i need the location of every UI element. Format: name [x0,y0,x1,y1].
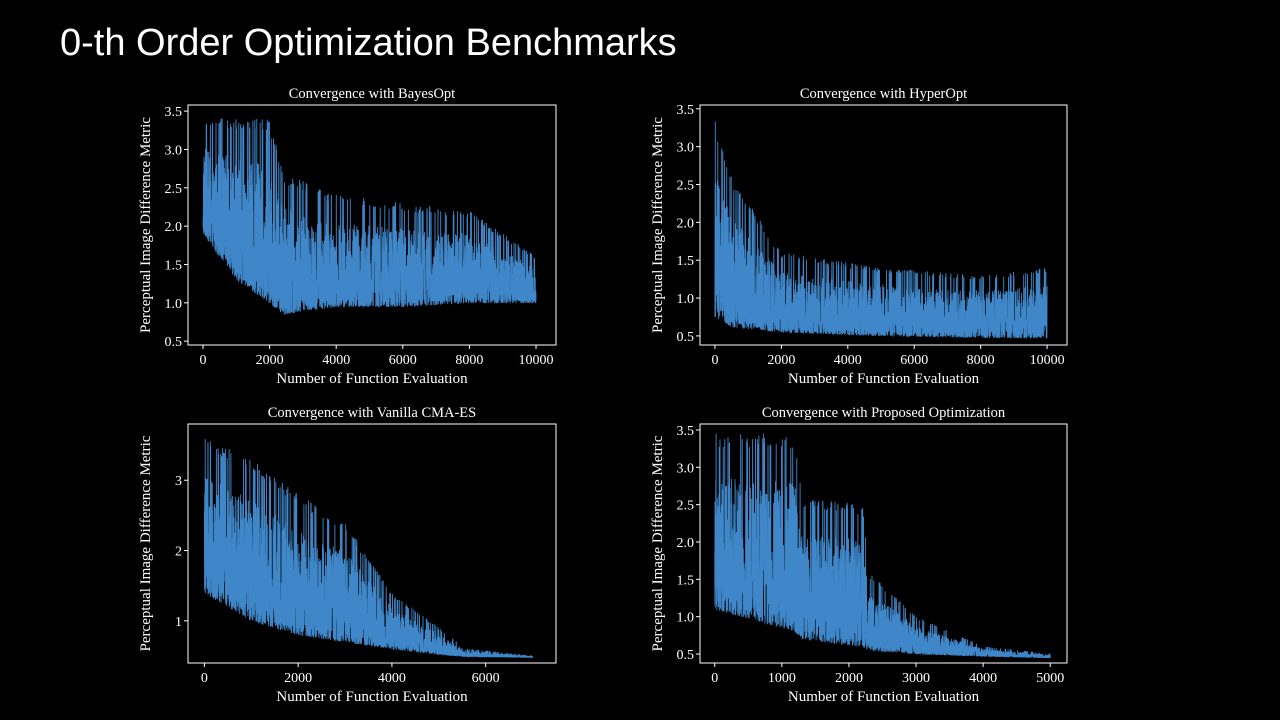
y-tick-label: 3.0 [677,141,695,156]
series-line [202,118,537,315]
y-axis-label: Perceptual Image Difference Metric [650,117,666,333]
y-tick-label: 0.5 [677,648,695,663]
chart-panel-3: 0 2000 4000 6000 1 2 3 Convergence with Vanilla… [138,405,557,705]
x-tick-label: 2000 [767,353,795,368]
x-tick-label: 6000 [472,671,500,686]
y-tick-label: 1.5 [677,573,695,588]
x-tick-label: 2000 [284,671,312,686]
x-tick-label: 5000 [1036,671,1064,686]
y-tick-label: 2.5 [677,499,695,514]
x-tick-label: 4000 [834,353,862,368]
y-tick-label: 3.5 [677,424,695,439]
x-tick-label: 0 [199,353,206,368]
y-tick-label: 1.5 [677,254,695,269]
x-tick-label: 4000 [322,353,350,368]
axes-frame [187,423,557,664]
axes-frame [699,104,1068,346]
x-tick-label: 8000 [455,353,483,368]
x-tick-label: 2000 [256,353,284,368]
x-tick-label: 4000 [378,671,406,686]
y-tick-label: 3 [175,474,182,489]
axes-frame [187,104,557,346]
y-tick-label: 3.5 [677,103,695,118]
x-tick-label: 0 [201,671,208,686]
y-tick-label: 2.0 [677,536,695,551]
y-tick-label: 2.5 [165,182,183,197]
chart-panel-4: 0 1000 2000 3000 4000 5000 0.5 1.0 1.5 2.0 2.5 3.0 3… [650,405,1068,705]
slide-title: 0-th Order Optimization Benchmarks [60,22,677,64]
series-line [714,121,1048,339]
y-tick-label: 0.5 [677,330,695,345]
y-tick-label: 3.5 [165,105,183,120]
x-tick-label: 3000 [902,671,930,686]
y-tick-label: 2.0 [677,216,695,231]
x-tick-label: 10000 [1030,353,1065,368]
y-tick-label: 1.0 [677,611,695,626]
chart-title: Convergence with Proposed Optimization [762,405,1006,421]
y-axis-label: Perceptual Image Difference Metric [138,117,154,333]
chart-title: Convergence with Vanilla CMA-ES [268,405,476,421]
y-tick-label: 1.0 [677,292,695,307]
axes-frame [699,423,1068,664]
y-axis-label: Perceptual Image Difference Metric [138,435,154,651]
x-axis-label: Number of Function Evaluation [276,689,468,705]
chart-title: Convergence with HyperOpt [800,86,967,102]
series-line [203,439,534,658]
x-tick-label: 10000 [519,353,554,368]
y-tick-label: 2 [175,545,182,560]
y-tick-label: 1.5 [165,258,183,273]
y-tick-label: 3.0 [677,461,695,476]
y-tick-label: 1 [175,615,182,630]
x-tick-label: 4000 [969,671,997,686]
x-tick-label: 1000 [768,671,796,686]
chart-panel-1: 0 2000 4000 6000 8000 10000 0.5 1.0 1.5 2.0 2.5 3.0… [138,86,557,387]
y-tick-label: 1.0 [165,297,183,312]
x-tick-label: 6000 [389,353,417,368]
x-tick-label: 6000 [900,353,928,368]
x-axis-label: Number of Function Evaluation [788,689,980,705]
y-tick-label: 3.0 [165,143,183,158]
y-tick-label: 2.0 [165,220,183,235]
x-axis-label: Number of Function Evaluation [276,371,468,387]
chart-title: Convergence with BayesOpt [289,86,455,102]
x-tick-label: 0 [711,353,718,368]
y-tick-label: 0.5 [165,335,183,350]
series-line [714,433,1051,659]
x-tick-label: 2000 [835,671,863,686]
x-axis-label: Number of Function Evaluation [788,371,980,387]
x-tick-label: 8000 [967,353,995,368]
y-tick-label: 2.5 [677,178,695,193]
x-tick-label: 0 [711,671,718,686]
y-axis-label: Perceptual Image Difference Metric [650,435,666,651]
chart-panel-2: 0 2000 4000 6000 8000 10000 0.5 1.0 1.5 2.0 2.5 3.0… [650,86,1068,387]
